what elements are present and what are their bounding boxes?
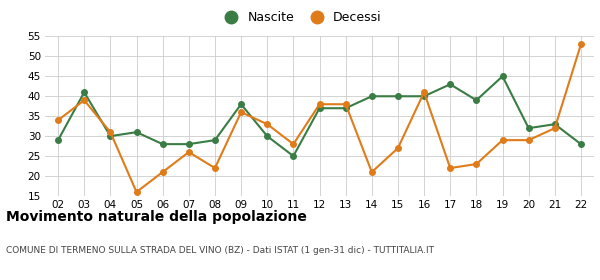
Nascite <box>446 83 454 86</box>
Nascite <box>107 134 114 138</box>
Text: COMUNE DI TERMENO SULLA STRADA DEL VINO (BZ) - Dati ISTAT (1 gen-31 dic) - TUTTI: COMUNE DI TERMENO SULLA STRADA DEL VINO … <box>6 246 434 255</box>
Decessi <box>159 170 166 174</box>
Nascite <box>290 155 297 158</box>
Decessi <box>238 111 245 114</box>
Decessi <box>185 150 193 154</box>
Decessi <box>551 127 559 130</box>
Line: Nascite: Nascite <box>55 74 584 159</box>
Nascite <box>499 75 506 78</box>
Nascite <box>80 91 88 94</box>
Nascite <box>342 107 349 110</box>
Decessi <box>446 166 454 170</box>
Decessi <box>55 118 62 122</box>
Nascite <box>263 134 271 138</box>
Decessi <box>394 146 401 150</box>
Decessi <box>421 91 428 94</box>
Line: Decessi: Decessi <box>55 42 584 195</box>
Nascite <box>159 143 166 146</box>
Decessi <box>473 162 480 166</box>
Nascite <box>211 139 218 142</box>
Nascite <box>368 95 376 98</box>
Decessi <box>80 99 88 102</box>
Decessi <box>133 190 140 194</box>
Nascite <box>316 107 323 110</box>
Decessi <box>525 139 532 142</box>
Nascite <box>238 102 245 106</box>
Nascite <box>133 130 140 134</box>
Decessi <box>577 43 584 46</box>
Nascite <box>55 139 62 142</box>
Decessi <box>263 123 271 126</box>
Decessi <box>290 143 297 146</box>
Nascite <box>577 143 584 146</box>
Nascite <box>551 123 559 126</box>
Decessi <box>107 130 114 134</box>
Nascite <box>185 143 193 146</box>
Nascite <box>421 95 428 98</box>
Text: Movimento naturale della popolazione: Movimento naturale della popolazione <box>6 210 307 224</box>
Decessi <box>211 166 218 170</box>
Decessi <box>342 102 349 106</box>
Nascite <box>525 127 532 130</box>
Decessi <box>368 170 376 174</box>
Nascite <box>394 95 401 98</box>
Nascite <box>473 99 480 102</box>
Decessi <box>499 139 506 142</box>
Decessi <box>316 102 323 106</box>
Legend: Nascite, Decessi: Nascite, Decessi <box>214 6 386 29</box>
